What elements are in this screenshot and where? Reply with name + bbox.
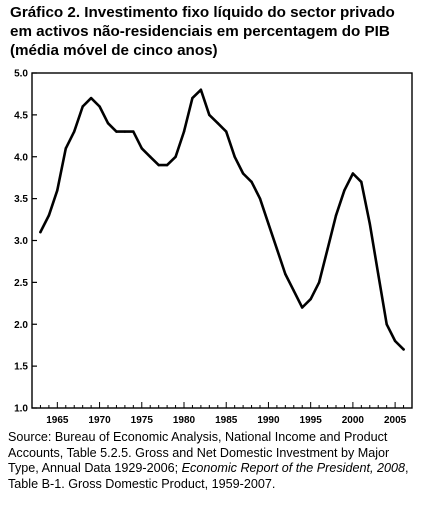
data-point [140,147,143,150]
data-point [267,222,270,225]
data-point [216,122,219,125]
data-point [123,130,127,133]
data-point [182,130,186,133]
y-tick-label: 2.5 [14,278,28,289]
source-note: Source: Bureau of Economic Analysis, Nat… [8,430,416,492]
data-point [241,172,245,175]
y-tick-label: 3.5 [14,194,28,205]
x-tick-label: 1975 [131,415,154,426]
data-point [64,147,67,150]
source-text: Source: Bureau of Economic Analysis, Nat… [8,430,390,476]
y-tick-label: 1.5 [14,362,28,373]
data-point [233,155,236,158]
data-point [39,230,42,234]
data-point [334,214,338,217]
data-point [292,289,295,292]
y-tick-label: 3.0 [14,236,28,247]
chart-title: Gráfico 2. Investimento fixo líquido do … [10,3,415,60]
x-tick-label: 1985 [215,415,238,426]
data-point [106,122,110,125]
data-point [284,272,287,276]
x-tick-label: 1965 [46,415,69,426]
y-tick-label: 1.0 [14,404,28,415]
data-point [402,348,405,351]
data-point [351,172,355,175]
series-line [39,88,405,351]
chart-title-line-3: (média móvel de cinco anos) [10,42,218,59]
x-tick-label: 2005 [384,415,407,426]
source-report-title: Economic Report of the President, 2008 [181,461,405,476]
data-point [208,113,211,117]
x-axis: 1965 1970 1975 1980 1985 1990 1995 2000 2005 [39,402,413,426]
data-point [393,339,397,343]
data-point [385,323,388,326]
data-point [47,214,51,217]
data-point [275,247,279,251]
data-point [115,130,118,133]
data-point [132,130,135,133]
data-points [39,88,405,351]
data-point [301,306,304,309]
data-point [343,189,346,192]
data-point [326,247,329,251]
data-point [368,222,371,225]
chart-title-line-2: em activos não-residenciais em percentag… [10,23,390,40]
x-tick-label: 1995 [300,415,323,426]
data-point [81,105,84,108]
data-point [157,163,160,167]
line-chart: 1.0 1.5 2.0 2.5 3.0 3.5 4.0 4.5 5.0 1965 1970 1975… [14,69,413,426]
data-point [258,197,262,200]
source-text-end: , Table B-1. Gross Domestic Product, 195… [8,461,409,491]
y-tick-label: 2.0 [14,320,28,331]
data-point [191,96,194,100]
data-point [165,163,169,167]
data-point [73,130,76,133]
data-point [250,180,253,184]
plot-frame [31,72,413,409]
data-point [174,155,177,158]
data-point [199,88,203,91]
data-point [317,281,321,284]
chart-title-line-1: Gráfico 2. Investimento fixo líquido do … [10,4,395,21]
x-tick-label: 1980 [173,415,196,426]
data-point [377,272,380,276]
y-tick-label: 4.5 [14,110,28,121]
data-point [98,105,101,108]
x-tick-label: 2000 [342,415,365,426]
x-tick-label: 1970 [88,415,111,426]
y-axis: 1.0 1.5 2.0 2.5 3.0 3.5 4.0 4.5 5.0 [14,69,37,415]
y-tick-label: 5.0 [14,69,28,80]
x-tick-label: 1990 [257,415,280,426]
data-point [149,155,152,158]
data-point [56,189,59,192]
data-point [360,180,363,184]
data-point [89,96,93,100]
data-point [225,130,228,133]
y-tick-label: 4.0 [14,152,28,163]
data-point [309,297,312,301]
